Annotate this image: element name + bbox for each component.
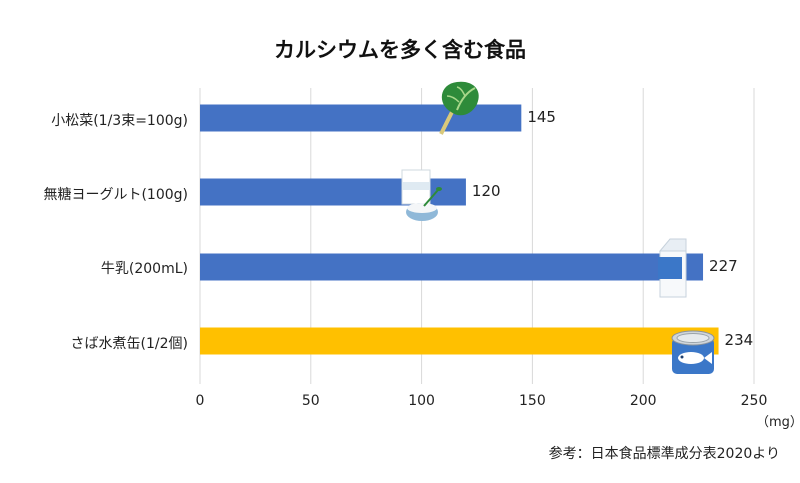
x-tick-label: 150 (519, 393, 546, 409)
value-label-milk: 227 (709, 257, 738, 275)
x-tick-label: 200 (629, 393, 657, 409)
bar (200, 327, 719, 355)
x-tick-label: 0 (195, 393, 205, 409)
x-axis-unit-label: （mg） (756, 415, 800, 430)
x-tick-label: 100 (408, 393, 435, 409)
value-label-mackerel: 234 (724, 331, 754, 349)
category-label-mackerel: さば水煮缶(1/2個) (70, 336, 188, 352)
mackerel-can-icon (671, 330, 715, 374)
milk-carton-icon (658, 238, 687, 298)
category-label-yogurt: 無糖ヨーグルト(100g) (43, 187, 188, 203)
category-label-milk: 牛乳(200mL) (100, 261, 188, 277)
value-label-komatsuna: 145 (527, 108, 556, 126)
category-label-komatsuna: 小松菜(1/3束=100g) (51, 113, 188, 129)
x-tick-label: 250 (740, 393, 768, 409)
x-tick-label: 50 (301, 393, 320, 409)
chart-title: カルシウムを多く含む食品 (274, 38, 526, 62)
bar (200, 253, 704, 281)
source-note: 参考：日本食品標準成分表2020より (548, 446, 780, 462)
value-label-yogurt: 120 (471, 182, 501, 200)
yogurt-icon (401, 169, 442, 221)
komatsuna-leaf-icon (439, 81, 479, 135)
